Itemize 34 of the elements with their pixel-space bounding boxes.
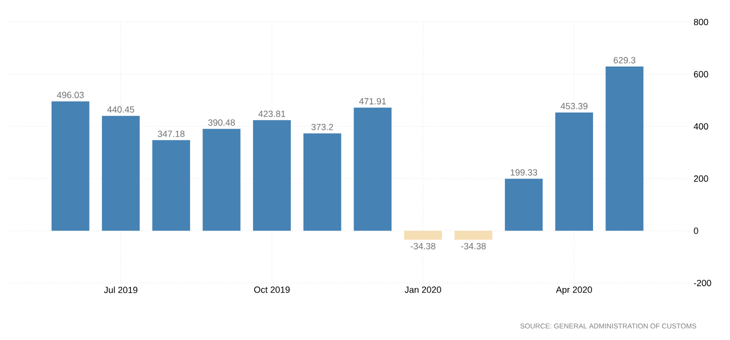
bar xyxy=(606,66,644,231)
bar xyxy=(152,140,190,231)
data-label: 471.91 xyxy=(359,98,386,104)
bar xyxy=(202,128,240,231)
bar xyxy=(52,101,90,231)
bar xyxy=(354,108,392,231)
data-label: -34.38 xyxy=(410,242,436,250)
bar xyxy=(555,112,594,231)
data-label: 390.48 xyxy=(208,119,235,126)
x-tick-label: Jan 2020 xyxy=(404,286,442,293)
data-label: 453.39 xyxy=(560,102,588,110)
x-tick-label: Apr 2020 xyxy=(556,286,592,295)
y-tick-label: 0 xyxy=(694,228,698,234)
data-label: 423.81 xyxy=(258,110,286,117)
y-tick-label: 800 xyxy=(694,18,708,26)
bar xyxy=(303,133,342,231)
y-tick-label: 600 xyxy=(694,71,708,78)
x-tick-label: Oct 2019 xyxy=(254,286,290,293)
bar xyxy=(404,230,442,240)
bar xyxy=(102,116,140,231)
data-label: 373.2 xyxy=(311,124,334,130)
bar xyxy=(253,120,291,231)
bar xyxy=(454,230,492,240)
data-label: 629.3 xyxy=(614,57,636,64)
y-tick-label: 200 xyxy=(694,175,708,182)
data-label: 347.18 xyxy=(158,130,185,137)
y-tick-label: -200 xyxy=(694,280,712,286)
x-tick-label: Jul 2019 xyxy=(104,286,138,294)
y-tick-label: 400 xyxy=(694,123,708,130)
data-label: -34.38 xyxy=(461,242,486,250)
bar xyxy=(504,178,543,231)
data-label: 496.03 xyxy=(56,92,84,98)
data-label: 199.33 xyxy=(510,169,538,176)
data-label: 440.45 xyxy=(107,106,134,113)
